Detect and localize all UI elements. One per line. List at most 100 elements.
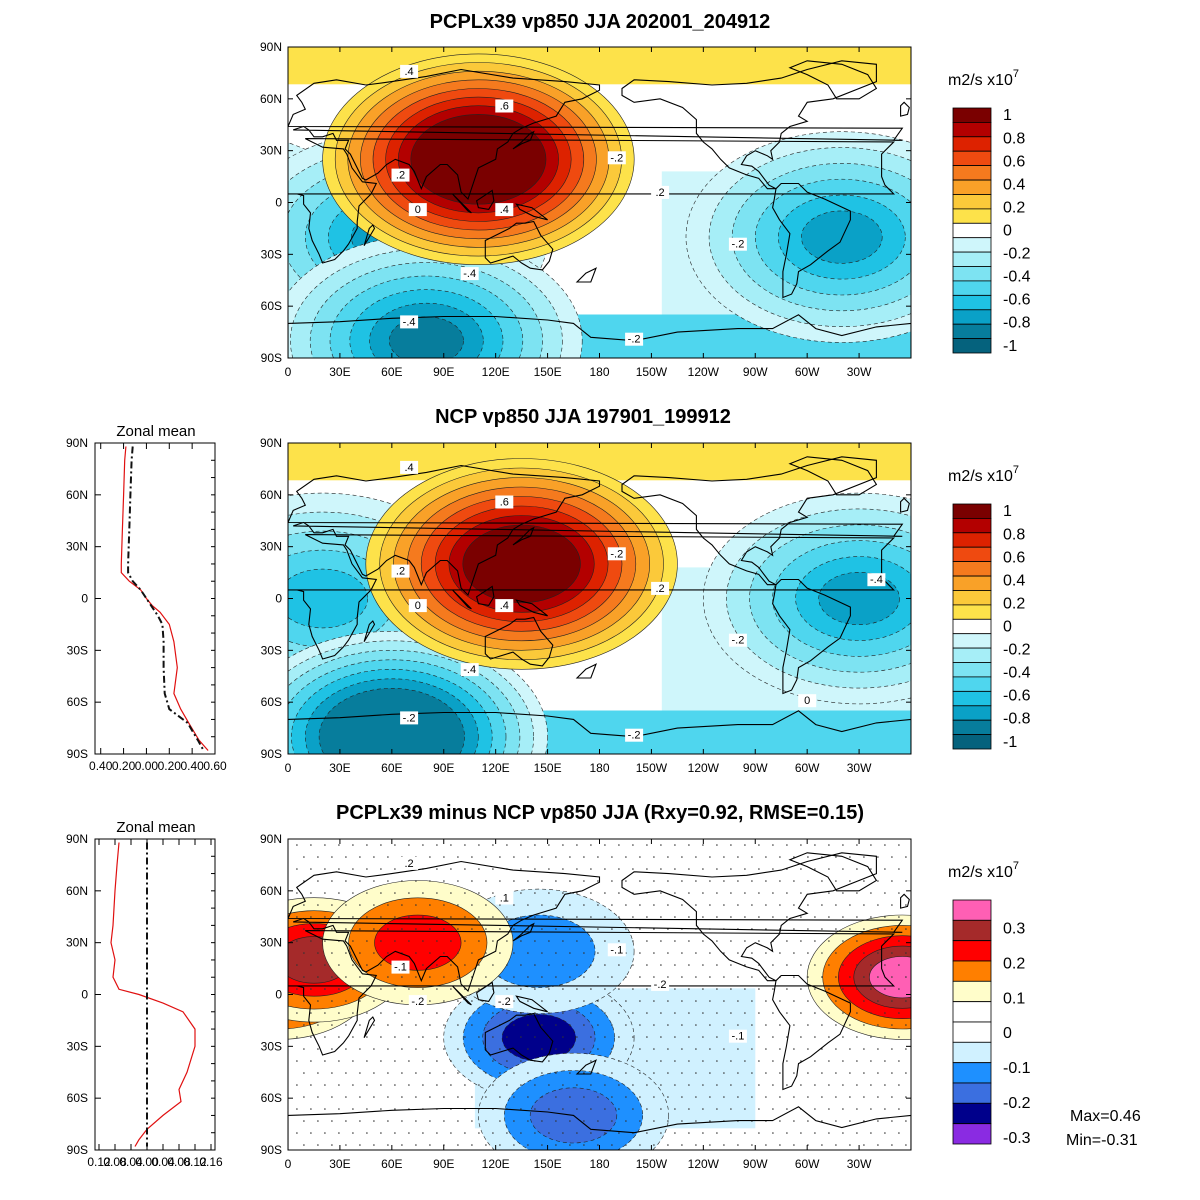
significance-dot bbox=[422, 844, 424, 846]
significance-dot bbox=[660, 844, 662, 846]
significance-dot bbox=[373, 904, 375, 906]
contour-label: .2 bbox=[391, 168, 410, 182]
contour-label-box bbox=[607, 151, 626, 165]
significance-dot bbox=[548, 1108, 550, 1110]
significance-dot bbox=[863, 928, 865, 930]
significance-dot bbox=[401, 1024, 403, 1026]
lon-tick-label: 150E bbox=[534, 1157, 562, 1171]
significance-dot bbox=[380, 1012, 382, 1014]
significance-dot bbox=[387, 976, 389, 978]
significance-dot bbox=[310, 892, 312, 894]
significance-dot bbox=[324, 964, 326, 966]
significance-dot bbox=[429, 1072, 431, 1074]
coastline bbox=[515, 995, 548, 1013]
significance-dot bbox=[331, 928, 333, 930]
significance-dot bbox=[331, 952, 333, 954]
significance-dot bbox=[583, 856, 585, 858]
colorbar-swatch bbox=[952, 618, 992, 635]
significance-dot bbox=[352, 1036, 354, 1038]
significance-dot bbox=[618, 892, 620, 894]
significance-dot bbox=[653, 1000, 655, 1002]
significance-dot bbox=[492, 844, 494, 846]
significance-dot bbox=[415, 880, 417, 882]
significance-dot bbox=[772, 1084, 774, 1086]
significance-dot bbox=[590, 1084, 592, 1086]
lat-tick-label: 0 bbox=[275, 196, 282, 210]
significance-dot bbox=[912, 1084, 914, 1086]
significance-dot bbox=[548, 916, 550, 918]
significance-dot bbox=[471, 1000, 473, 1002]
significance-dot bbox=[730, 964, 732, 966]
significance-dot bbox=[800, 964, 802, 966]
significance-dot bbox=[590, 988, 592, 990]
significance-dot bbox=[373, 952, 375, 954]
significance-dot bbox=[583, 1072, 585, 1074]
significance-dot bbox=[632, 1012, 634, 1014]
significance-dot bbox=[737, 952, 739, 954]
significance-dot bbox=[408, 916, 410, 918]
contour-label-text: .6 bbox=[500, 101, 509, 113]
significance-dot bbox=[660, 868, 662, 870]
significance-dot bbox=[345, 1048, 347, 1050]
significance-dot bbox=[618, 940, 620, 942]
significance-dot bbox=[751, 880, 753, 882]
positive-contour-band bbox=[869, 956, 911, 999]
significance-dot bbox=[709, 1024, 711, 1026]
significance-dot bbox=[401, 1120, 403, 1122]
significance-dot bbox=[331, 1048, 333, 1050]
significance-dot bbox=[737, 1072, 739, 1074]
significance-dot bbox=[478, 1012, 480, 1014]
significance-dot bbox=[905, 856, 907, 858]
significance-dot bbox=[478, 1036, 480, 1038]
significance-dot bbox=[555, 880, 557, 882]
significance-dot bbox=[744, 964, 746, 966]
coastline bbox=[512, 130, 535, 150]
significance-dot bbox=[674, 868, 676, 870]
coastline bbox=[621, 60, 877, 190]
significance-dot bbox=[807, 952, 809, 954]
positive-contour-band bbox=[374, 914, 462, 971]
significance-dot bbox=[576, 1108, 578, 1110]
zonal-lat-label: 0 bbox=[81, 988, 88, 1002]
significance-dot bbox=[464, 916, 466, 918]
colorbar-label: 0.8 bbox=[1003, 526, 1025, 543]
significance-dot bbox=[429, 1048, 431, 1050]
significance-dot bbox=[716, 844, 718, 846]
significance-dot bbox=[744, 1108, 746, 1110]
significance-dot bbox=[905, 976, 907, 978]
significance-dot bbox=[478, 1132, 480, 1134]
significance-dot bbox=[450, 844, 452, 846]
significance-dot bbox=[394, 1036, 396, 1038]
significance-dot bbox=[324, 1036, 326, 1038]
coastline bbox=[772, 974, 851, 1091]
significance-dot bbox=[863, 1000, 865, 1002]
significance-dot bbox=[436, 1036, 438, 1038]
significance-dot bbox=[793, 1144, 795, 1146]
lat-tick-label: 30N bbox=[260, 936, 282, 950]
significance-dot bbox=[758, 844, 760, 846]
significance-dot bbox=[625, 928, 627, 930]
significance-dot bbox=[338, 916, 340, 918]
significance-dot bbox=[891, 904, 893, 906]
significance-dot bbox=[345, 976, 347, 978]
significance-dot bbox=[366, 1084, 368, 1086]
colorbar-label: -0.2 bbox=[1003, 1095, 1031, 1112]
significance-dot bbox=[681, 1072, 683, 1074]
significance-dot bbox=[415, 904, 417, 906]
zonal-x-label: 0.16 bbox=[199, 1155, 223, 1169]
contour-map: .4 .6 .2 0 .4 -.2 .2 -.2 -.4 -.2 -.2 0 -.4 90N 60N 30N 0… bbox=[260, 436, 912, 775]
significance-dot bbox=[569, 856, 571, 858]
significance-dot bbox=[828, 844, 830, 846]
colorbar-swatch bbox=[952, 575, 992, 591]
significance-dot bbox=[674, 988, 676, 990]
lon-tick-label: 0 bbox=[285, 365, 292, 379]
contour-label: -.2 bbox=[607, 547, 626, 561]
significance-dot bbox=[723, 1096, 725, 1098]
contour-label: -.2 bbox=[607, 151, 626, 165]
lon-tick-label: 60E bbox=[381, 365, 402, 379]
significance-dot bbox=[576, 1012, 578, 1014]
significance-dot bbox=[863, 856, 865, 858]
significance-dot bbox=[807, 1096, 809, 1098]
significance-dot bbox=[296, 868, 298, 870]
significance-dot bbox=[310, 988, 312, 990]
